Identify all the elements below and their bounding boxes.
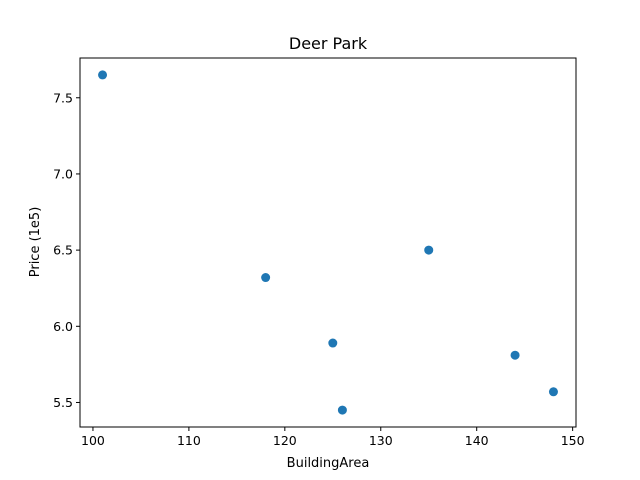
- scatter-point: [98, 70, 108, 80]
- plot-frame: [79, 57, 577, 428]
- y-axis: 5.5 6.0 6.5 7.0 7.5: [53, 90, 80, 410]
- chart-title: Deer Park: [289, 34, 368, 53]
- y-tick-label: 7.0: [53, 166, 73, 181]
- y-tick-label: 6.0: [53, 319, 73, 334]
- x-axis: 100 110 120 130 140 150: [81, 427, 585, 448]
- y-tick-label: 7.5: [53, 90, 73, 105]
- scatter-point: [328, 338, 338, 348]
- x-tick-label: 110: [177, 433, 201, 448]
- y-tick-label: 6.5: [53, 243, 73, 258]
- scatter-point: [337, 405, 347, 415]
- scatter-point: [424, 245, 434, 255]
- scatter-point: [261, 273, 271, 283]
- scatter-point: [510, 350, 520, 360]
- y-tick-label: 5.5: [53, 395, 73, 410]
- x-tick-label: 150: [561, 433, 585, 448]
- x-tick-label: 120: [273, 433, 297, 448]
- scatter-point: [548, 387, 558, 397]
- x-axis-label: BuildingArea: [287, 456, 370, 471]
- x-tick-label: 140: [465, 433, 489, 448]
- data-points: [98, 70, 558, 415]
- y-axis-label: Price (1e5): [28, 207, 43, 278]
- x-tick-label: 100: [81, 433, 105, 448]
- x-tick-label: 130: [369, 433, 393, 448]
- plot-area: 100 110 120 130 140 150 5.5 6.0 6.5 7.0 7.5: [53, 57, 585, 448]
